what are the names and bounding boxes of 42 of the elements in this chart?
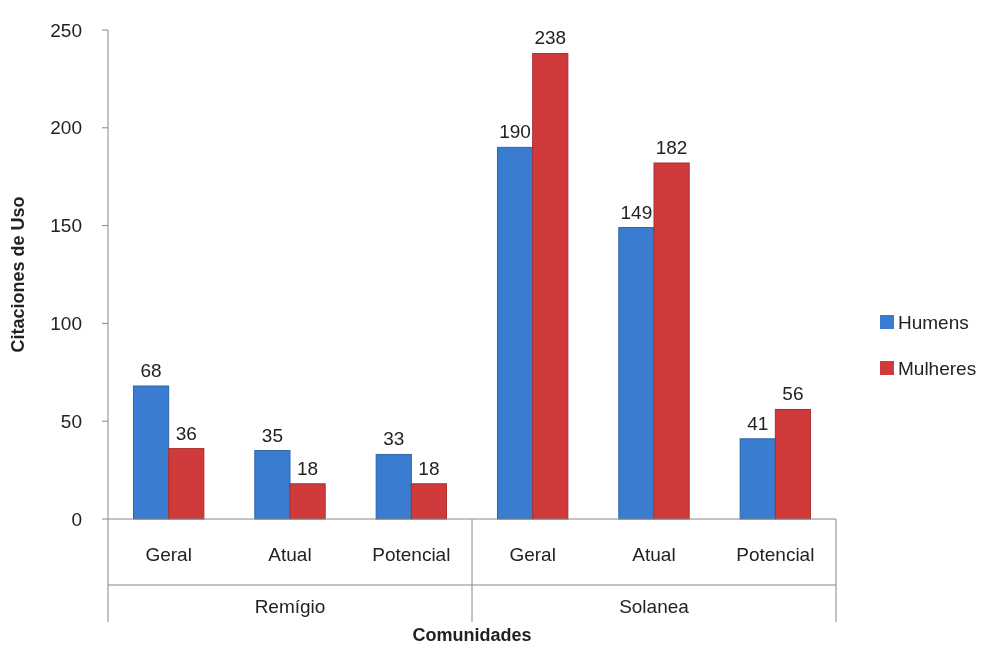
- text: Remígio: [254, 596, 326, 617]
- bar: [532, 52, 569, 520]
- bar: [618, 227, 655, 520]
- bar: [496, 146, 534, 520]
- legend-label: Mulheres: [898, 357, 977, 379]
- text: Solanea: [619, 596, 690, 617]
- legend-label: Humens: [898, 311, 969, 333]
- data-label: 56: [782, 383, 804, 405]
- bar: [254, 450, 291, 520]
- x-tick-label: Potencial: [372, 544, 451, 565]
- y-tick-label: 250: [50, 19, 82, 41]
- bar: [774, 408, 812, 520]
- y-tick-label: 150: [50, 215, 82, 237]
- data-label: 182: [655, 137, 688, 159]
- data-label: 18: [418, 457, 440, 479]
- data-label: 238: [534, 27, 567, 49]
- bar: [739, 438, 776, 520]
- y-tick-label: 100: [50, 313, 82, 335]
- x-tick-label: Atual: [268, 544, 312, 565]
- data-label: 33: [383, 428, 405, 450]
- bar: [132, 385, 170, 520]
- x-tick-label: Geral: [145, 544, 192, 565]
- y-tick-label: 50: [60, 410, 82, 432]
- data-label: 149: [620, 201, 653, 223]
- x-tick-label: Potencial: [736, 544, 815, 565]
- data-label: 190: [499, 121, 531, 143]
- data-label: 36: [175, 422, 197, 444]
- bar: [410, 483, 448, 520]
- y-tick-label: 0: [71, 508, 82, 530]
- y-axis-title: Citaciones de Uso: [8, 196, 28, 353]
- data-label: 68: [140, 359, 162, 381]
- bar: [289, 483, 326, 520]
- bar: [168, 448, 205, 520]
- y-tick-label: 200: [50, 117, 82, 139]
- data-label: 18: [297, 457, 319, 479]
- bar: [375, 453, 412, 520]
- bar: [653, 162, 690, 520]
- x-tick-label: Atual: [632, 544, 676, 565]
- data-label: 35: [261, 424, 283, 446]
- x-tick-label: Geral: [509, 544, 556, 565]
- data-label: 41: [747, 412, 769, 434]
- x-axis-title: Comunidades: [412, 625, 532, 645]
